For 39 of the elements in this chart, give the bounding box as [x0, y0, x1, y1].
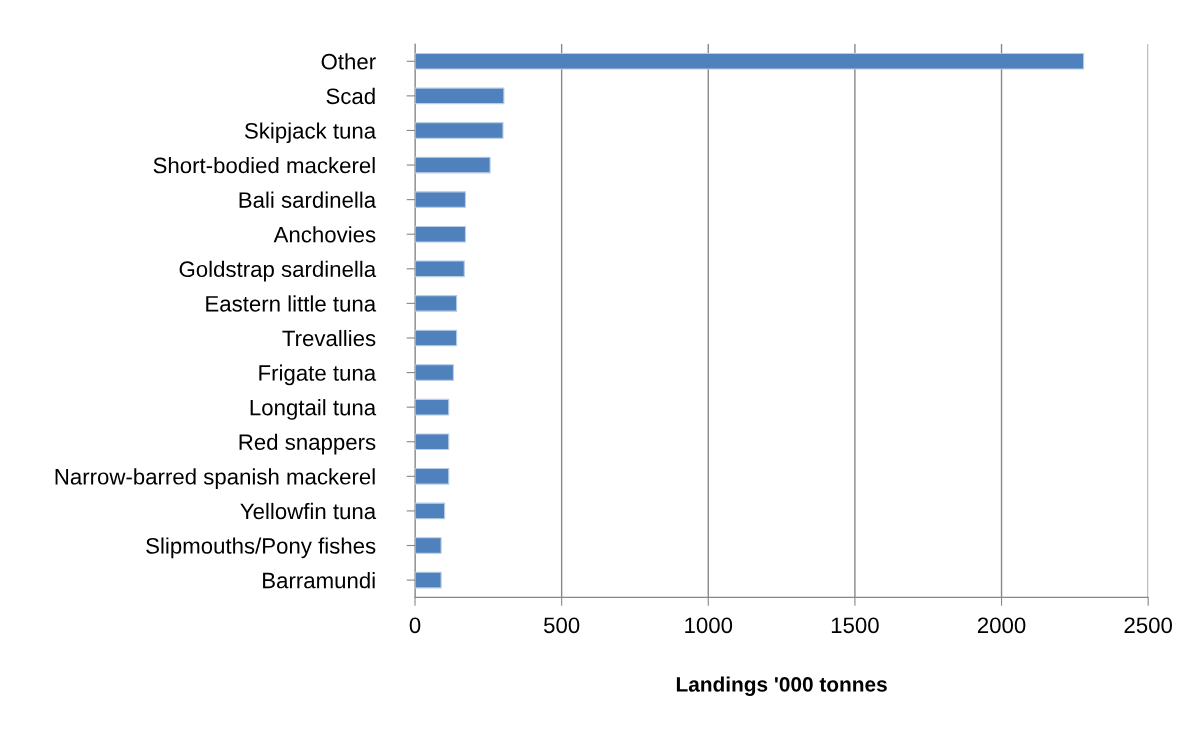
y-tick-label: Other — [321, 53, 376, 70]
y-tick-label: Short-bodied mackerel — [153, 156, 375, 174]
bar — [415, 433, 450, 451]
x-tick-label: 500 — [543, 617, 580, 634]
bar — [415, 502, 446, 520]
y-tick-label: Frigate tuna — [259, 364, 377, 386]
y-tick-label: Red snappers — [239, 433, 376, 455]
bar — [415, 260, 465, 278]
bar — [415, 398, 450, 416]
x-tick-label: 2000 — [977, 617, 1026, 634]
y-tick-label: Scad — [326, 87, 375, 105]
bar — [415, 191, 467, 208]
x-tick-label: 1000 — [685, 617, 733, 634]
y-tick-label: Slipmouths/Pony fishes — [146, 537, 376, 559]
bar — [415, 52, 1085, 70]
bar — [415, 156, 491, 174]
y-tick-label: Yellowfin tuna — [240, 502, 377, 520]
bar — [415, 295, 458, 312]
bar — [415, 537, 442, 554]
bar — [415, 122, 504, 139]
bar — [415, 329, 458, 347]
y-tick-label: Skipjack tuna — [244, 122, 377, 144]
bar — [415, 87, 505, 105]
bar — [415, 364, 454, 381]
y-tick-label: Trevallies — [282, 329, 376, 347]
bar — [415, 467, 450, 485]
y-tick-label: Narrow-barred spanish mackerel — [55, 468, 375, 489]
x-tick-label: 1500 — [831, 617, 879, 634]
x-axis-title: Landings '000 tonnes — [676, 676, 887, 696]
x-tick-label: 2500 — [1124, 617, 1173, 634]
y-tick-label: Longtail tuna — [250, 399, 377, 420]
y-tick-label: Barramundi — [263, 572, 375, 589]
y-tick-label: Anchovies — [273, 226, 376, 243]
bar — [415, 571, 442, 589]
x-tick-label: 0 — [409, 617, 421, 634]
y-tick-label: Bali sardinella — [239, 191, 377, 208]
bar — [415, 225, 467, 243]
y-tick-label: Eastern little tuna — [206, 295, 377, 312]
y-tick-label: Goldstrap sardinella — [179, 260, 377, 282]
